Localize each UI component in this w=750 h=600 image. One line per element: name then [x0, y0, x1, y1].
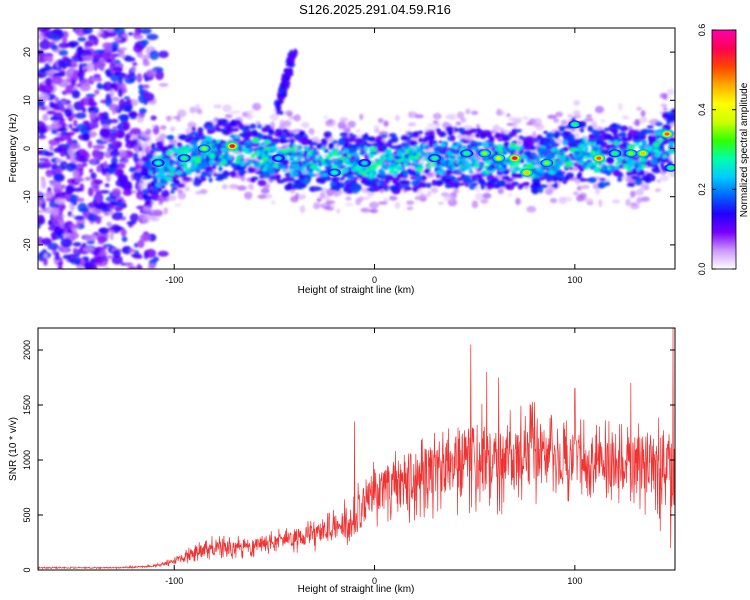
- snr-frame: [37, 327, 676, 571]
- colorbar-frame: [711, 29, 737, 270]
- spectrogram-x-tick-label: 0: [372, 275, 377, 285]
- spectrogram-y-tick-label: 0: [22, 146, 32, 151]
- spectrogram-x-tick-label: -100: [165, 275, 183, 285]
- spectrogram-y-tick-label: 10: [22, 95, 32, 105]
- colorbar-tick-label: 0.4: [697, 103, 707, 116]
- spectrogram-frame: [37, 27, 676, 270]
- snr-y-tick-label: 500: [22, 507, 32, 522]
- snr-x-tick-label: -100: [165, 576, 183, 586]
- snr-x-label: Height of straight line (km): [298, 584, 415, 595]
- colorbar-label: Normalized spectral amplitude: [739, 82, 750, 217]
- snr-y-tick-label: 1000: [22, 450, 32, 470]
- colorbar-gradient: [712, 30, 736, 269]
- spectrogram-y-tick-label: 20: [22, 47, 32, 57]
- spectrogram-x-label: Height of straight line (km): [298, 285, 415, 296]
- snr-x-tick-label: 100: [567, 576, 582, 586]
- spectrogram-x-tick-label: 100: [567, 275, 582, 285]
- snr-y-tick-label: 0: [22, 567, 32, 572]
- spectrogram-y-tick-label: -10: [22, 190, 32, 203]
- chart-title: S126.2025.291.04.59.R16: [299, 2, 451, 17]
- colorbar-tick-label: 0.6: [697, 24, 707, 37]
- colorbar-ticks: 0.0 0.2 0.4 0.6: [697, 24, 736, 276]
- snr-background: [38, 328, 675, 570]
- spectrogram-y-tick-label: -20: [22, 238, 32, 251]
- snr-series-line: [38, 328, 675, 570]
- colorbar-tick-label: 0.2: [697, 183, 707, 196]
- spectrogram-image: [38, 28, 675, 269]
- snr-x-tick-label: 0: [372, 576, 377, 586]
- spectrogram-y-label: Frequency (Hz): [8, 114, 19, 183]
- colorbar: 0.0 0.2 0.4 0.6 Normalized spectral amplitu…: [697, 24, 750, 276]
- snr-y-tick-label: 2000: [22, 340, 32, 360]
- colorbar-tick-label: 0.0: [697, 263, 707, 276]
- snr-y-tick-label: 1500: [22, 395, 32, 415]
- snr-y-label: SNR (10 * v/v): [8, 417, 19, 481]
